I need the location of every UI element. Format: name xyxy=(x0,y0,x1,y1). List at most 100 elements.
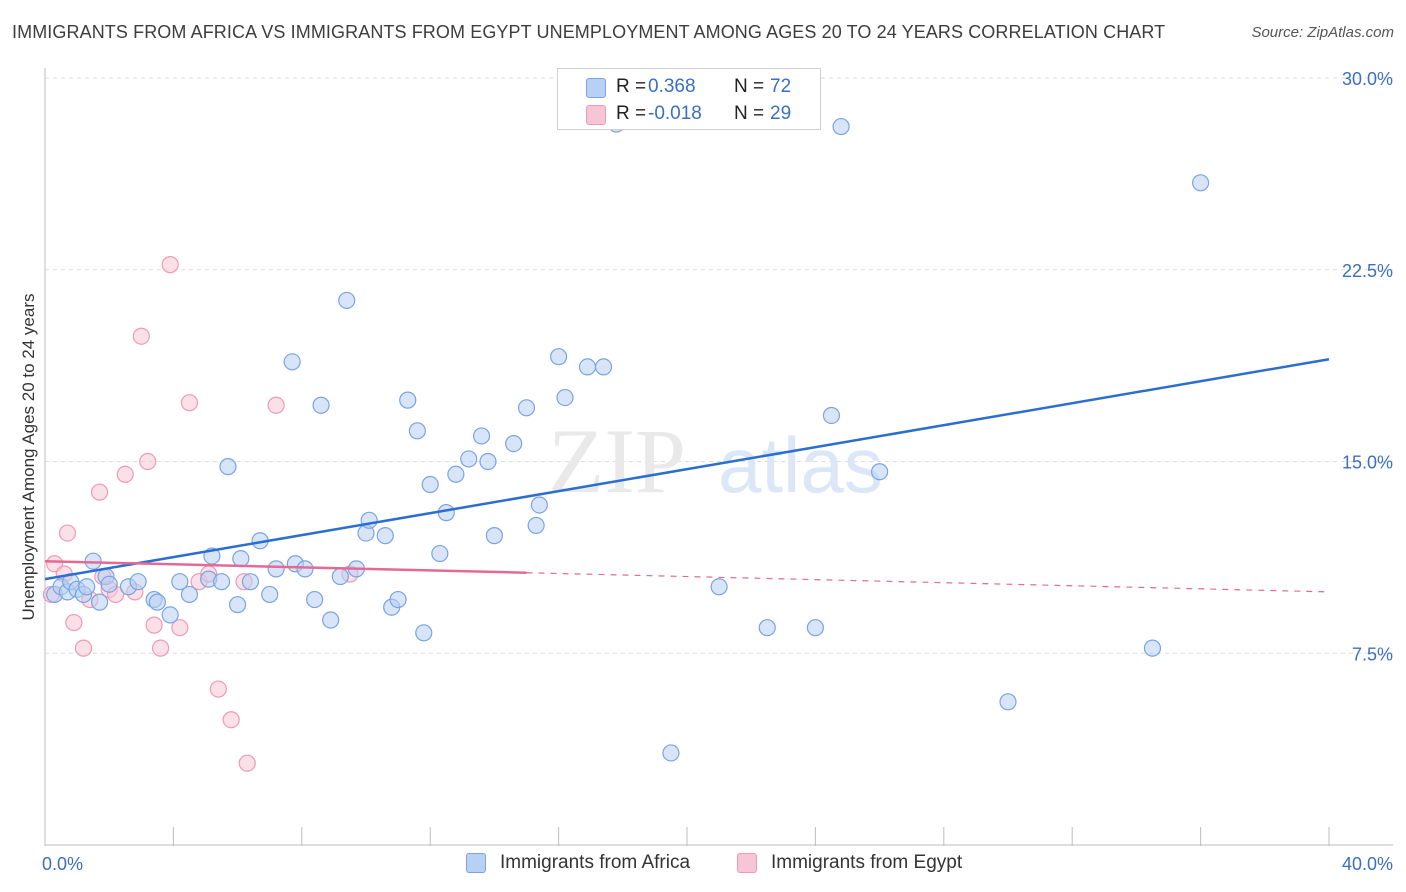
africa-point xyxy=(1143,639,1162,657)
egypt-point xyxy=(222,711,240,729)
africa-point xyxy=(530,496,548,514)
egypt-point xyxy=(267,396,285,414)
africa-n-value: 72 xyxy=(770,76,792,97)
africa-point xyxy=(148,593,166,611)
egypt-point xyxy=(58,524,77,542)
egypt-trend-line-extension xyxy=(526,572,1330,593)
africa-point xyxy=(415,624,433,642)
africa-point xyxy=(662,744,680,762)
watermark-atlas: atlas xyxy=(718,421,883,509)
africa-point xyxy=(322,611,340,629)
egypt-point xyxy=(151,639,170,657)
chart-title: IMMIGRANTS FROM AFRICA VS IMMIGRANTS FRO… xyxy=(12,22,1166,42)
africa-point xyxy=(338,291,356,310)
africa-point xyxy=(999,693,1017,711)
africa-point xyxy=(219,458,237,476)
egypt-r-label: R = xyxy=(616,103,647,124)
x-tick-label: 0.0% xyxy=(42,854,83,874)
egypt-trend-line xyxy=(44,559,527,574)
egypt-point xyxy=(116,465,134,483)
egypt-point xyxy=(74,639,93,657)
africa-point xyxy=(408,422,426,440)
africa-point xyxy=(376,527,394,545)
africa-trend-line xyxy=(44,358,1330,581)
africa-point xyxy=(161,606,179,624)
africa-point xyxy=(399,391,417,409)
egypt-point xyxy=(145,616,163,634)
africa-point xyxy=(710,578,728,596)
egypt-point xyxy=(209,680,227,698)
egypt-point xyxy=(180,394,199,412)
africa-point xyxy=(1191,174,1210,192)
y-tick-label: 30.0% xyxy=(1342,69,1393,89)
egypt-point xyxy=(132,327,150,345)
africa-r-value: 0.368 xyxy=(648,76,696,97)
africa-point xyxy=(870,463,889,481)
africa-legend-swatch xyxy=(466,853,486,873)
y-tick-label: 7.5% xyxy=(1352,644,1393,664)
egypt-legend-label: Immigrants from Egypt xyxy=(771,852,963,873)
africa-point xyxy=(460,450,478,468)
africa-point xyxy=(331,567,349,586)
egypt-point xyxy=(65,613,83,632)
africa-point xyxy=(594,358,613,376)
watermark-zip: ZIP xyxy=(548,410,686,512)
africa-points xyxy=(46,115,1210,762)
africa-point xyxy=(517,399,536,417)
egypt-n-value: 29 xyxy=(770,103,792,124)
egypt-r-value: -0.018 xyxy=(648,103,702,124)
egypt-point xyxy=(238,754,256,772)
africa-point xyxy=(389,590,407,609)
africa-point xyxy=(78,578,96,596)
africa-point xyxy=(232,550,250,568)
africa-point xyxy=(527,516,545,535)
trend-lines xyxy=(44,358,1330,593)
africa-swatch xyxy=(586,78,606,98)
africa-point xyxy=(431,544,449,563)
africa-point xyxy=(437,504,455,522)
africa-point xyxy=(241,573,260,591)
y-axis-label: Unemployment Among Ages 20 to 24 years xyxy=(19,294,38,621)
egypt-n-label: N = xyxy=(734,103,765,124)
egypt-point xyxy=(139,452,157,471)
africa-point xyxy=(505,435,523,453)
y-tick-label: 22.5% xyxy=(1342,261,1393,281)
africa-point xyxy=(171,573,189,591)
africa-point xyxy=(306,590,324,609)
egypt-point xyxy=(90,483,109,501)
africa-point xyxy=(421,475,439,494)
africa-point xyxy=(129,573,147,591)
africa-point xyxy=(472,427,491,445)
egypt-point xyxy=(171,619,189,637)
africa-point xyxy=(822,406,841,425)
africa-point xyxy=(296,560,314,578)
africa-point xyxy=(758,619,776,637)
y-tick-label: 15.0% xyxy=(1342,453,1393,473)
africa-point xyxy=(578,358,597,376)
africa-point xyxy=(261,585,279,604)
africa-point xyxy=(485,527,503,545)
africa-point xyxy=(806,619,825,637)
egypt-legend-swatch xyxy=(737,853,757,873)
africa-point xyxy=(312,396,330,414)
axis-labels: 7.5% 15.0% 22.5% 30.0% 0.0% 40.0% Unemployment… xyxy=(19,69,1393,874)
africa-legend-label: Immigrants from Africa xyxy=(500,852,691,873)
correlation-legend: R = 0.368 N = 72 R = -0.018 N = 29 xyxy=(557,68,821,130)
source-label: Source: ZipAtlas.com xyxy=(1251,24,1394,41)
x-tick-label: 40.0% xyxy=(1342,854,1393,874)
egypt-swatch xyxy=(586,105,606,125)
africa-point xyxy=(100,575,118,593)
africa-point xyxy=(90,593,109,611)
africa-point xyxy=(479,452,497,471)
africa-point xyxy=(212,573,231,591)
africa-point xyxy=(556,388,574,407)
africa-point xyxy=(832,117,850,136)
africa-r-label: R = xyxy=(616,76,647,97)
africa-point xyxy=(360,511,378,529)
africa-point xyxy=(549,348,568,366)
africa-point xyxy=(267,560,285,578)
egypt-point xyxy=(161,256,179,274)
africa-point xyxy=(447,465,465,483)
watermark: ZIP atlas xyxy=(548,410,883,512)
